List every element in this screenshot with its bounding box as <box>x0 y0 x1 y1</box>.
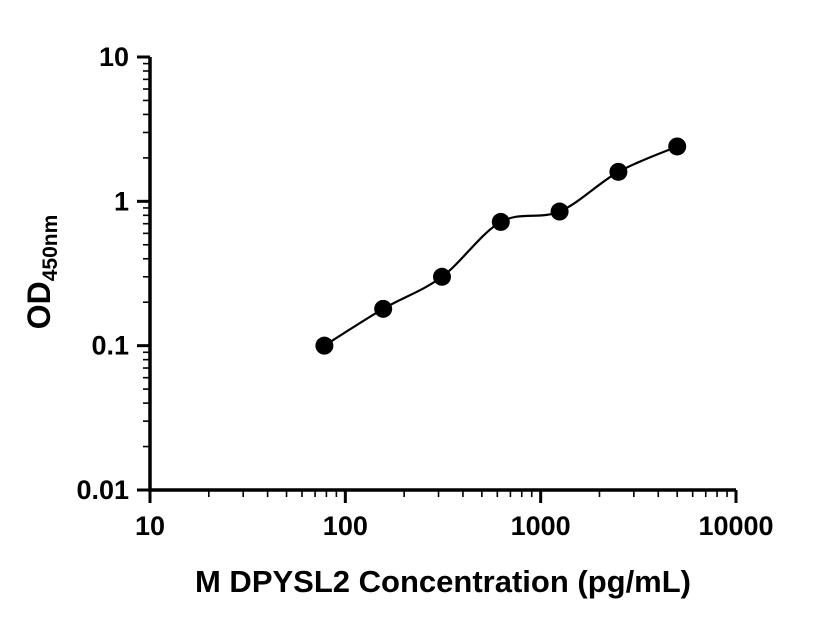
series-layer <box>315 137 687 355</box>
x-tick-label: 10000 <box>698 511 773 541</box>
x-axis-title: M DPYSL2 Concentration (pg/mL) <box>195 564 691 599</box>
y-axis-title-subscript: 450nm <box>39 215 62 282</box>
y-tick-label: 0.1 <box>91 331 129 361</box>
x-tick-label: 1000 <box>511 511 571 541</box>
y-axis-title: OD450nm <box>21 215 62 330</box>
data-point-marker <box>374 299 393 318</box>
data-point-marker <box>491 212 510 231</box>
y-tick-label: 10 <box>99 42 129 72</box>
data-point-marker <box>609 162 628 181</box>
data-point-marker <box>668 137 687 156</box>
y-axis-title-main: OD <box>21 281 57 329</box>
y-tick-label: 1 <box>114 186 129 216</box>
data-point-marker <box>550 202 569 221</box>
axes-layer: 10 100 1000 10000 0.01 0.1 1 10 <box>76 42 773 541</box>
y-tick-label: 0.01 <box>76 475 129 505</box>
data-point-marker <box>315 336 334 355</box>
x-tick-label: 100 <box>323 511 368 541</box>
x-tick-label: 10 <box>135 511 165 541</box>
data-point-marker <box>432 267 451 286</box>
